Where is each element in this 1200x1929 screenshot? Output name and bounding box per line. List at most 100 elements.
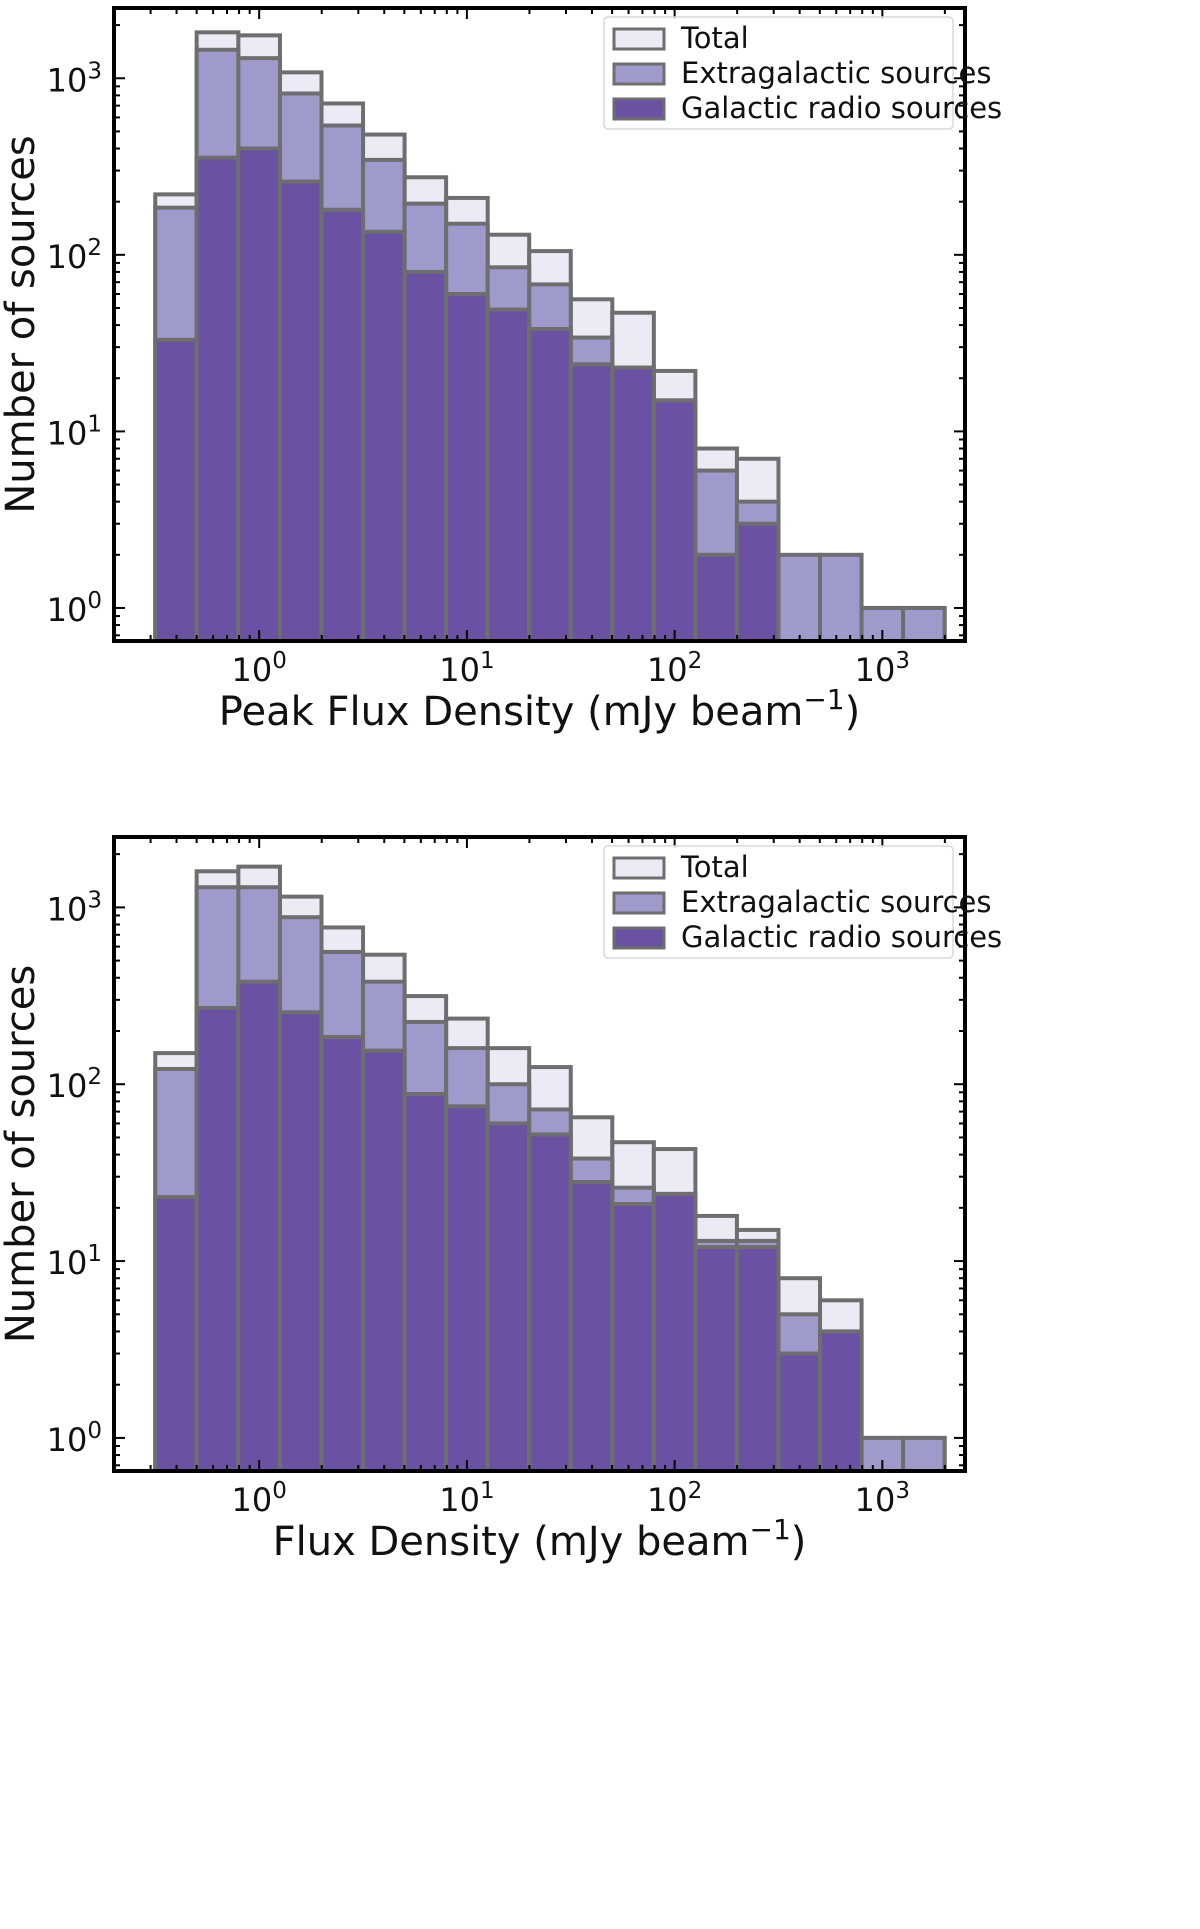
tick-base: 10 bbox=[232, 651, 273, 689]
x-tick-label: 101 bbox=[439, 1478, 494, 1519]
histogram-bar bbox=[277, 1010, 324, 1473]
legend-swatch bbox=[612, 62, 666, 86]
tick-base: 10 bbox=[47, 238, 88, 276]
y-tick-label: 101 bbox=[47, 1241, 102, 1282]
legend-label: Galactic radio sources bbox=[681, 920, 1002, 954]
tick-base: 10 bbox=[47, 1244, 88, 1282]
x-tick-label: 101 bbox=[439, 648, 494, 689]
y-tick-label: 103 bbox=[47, 58, 102, 99]
tick-base: 10 bbox=[47, 414, 88, 452]
series-galactic-radio-sources bbox=[153, 979, 864, 1474]
histogram-bar bbox=[485, 1121, 532, 1473]
y-axis-label: Number of sources bbox=[0, 135, 44, 513]
histogram-bar bbox=[236, 979, 282, 1473]
histogram-bar bbox=[153, 337, 199, 643]
histogram-bar bbox=[901, 605, 947, 644]
legend-swatch bbox=[612, 891, 666, 915]
tick-exponent: 3 bbox=[895, 1478, 910, 1504]
histogram-bar bbox=[485, 307, 532, 643]
histogram-bar bbox=[402, 269, 449, 643]
tick-exponent: 2 bbox=[87, 1064, 102, 1090]
histogram-bar bbox=[776, 1351, 823, 1474]
x-axis-label-unit-exponent: −1 bbox=[750, 1513, 791, 1546]
x-axis-label-unit-exponent: −1 bbox=[803, 683, 844, 716]
x-axis-label-unit: mJy beam bbox=[549, 1519, 750, 1565]
y-tick-label: 100 bbox=[47, 1418, 102, 1459]
x-tick-label: 100 bbox=[232, 648, 287, 689]
legend-box bbox=[603, 845, 954, 959]
tick-exponent: 0 bbox=[272, 1478, 287, 1504]
tick-base: 10 bbox=[47, 890, 88, 928]
tick-base: 10 bbox=[647, 651, 688, 689]
tick-base: 10 bbox=[439, 1481, 480, 1519]
x-axis-label-close: ) bbox=[791, 1519, 807, 1565]
histogram-bar bbox=[194, 1005, 241, 1473]
histogram-bar bbox=[319, 1034, 366, 1474]
tick-base: 10 bbox=[439, 651, 480, 689]
histogram-bar bbox=[776, 552, 823, 643]
tick-exponent: 3 bbox=[895, 648, 910, 674]
tick-base: 10 bbox=[47, 61, 88, 99]
histogram-bar bbox=[361, 1048, 407, 1474]
tick-base: 10 bbox=[647, 1481, 688, 1519]
y-axis-label: Number of sources bbox=[0, 965, 44, 1343]
legend-label: Extragalactic sources bbox=[681, 56, 992, 90]
legend-label: Total bbox=[680, 850, 749, 884]
tick-base: 10 bbox=[855, 1481, 896, 1519]
legend-label: Extragalactic sources bbox=[681, 885, 992, 919]
legend-box bbox=[603, 16, 954, 130]
x-tick-label: 102 bbox=[647, 1478, 702, 1519]
histogram-bar bbox=[651, 398, 698, 644]
histogram-bar bbox=[361, 229, 407, 643]
tick-exponent: 2 bbox=[688, 648, 703, 674]
tick-exponent: 1 bbox=[480, 648, 495, 674]
histogram-bar bbox=[194, 155, 241, 643]
histogram-bar bbox=[734, 1245, 781, 1473]
histogram-bar bbox=[568, 362, 615, 643]
legend-label: Total bbox=[680, 21, 749, 55]
histogram-bar bbox=[236, 146, 282, 643]
y-tick-label: 102 bbox=[47, 235, 102, 276]
x-axis-label-name: Peak Flux Density bbox=[219, 689, 575, 735]
legend-swatch bbox=[612, 856, 666, 880]
histogram-bar bbox=[818, 1329, 864, 1473]
tick-exponent: 2 bbox=[688, 1478, 703, 1504]
histogram-bar bbox=[568, 1179, 615, 1473]
y-tick-label: 103 bbox=[47, 887, 102, 928]
histogram-bar bbox=[444, 292, 490, 643]
x-axis-label-unit: mJy beam bbox=[603, 689, 804, 735]
x-axis-label: Peak Flux Density (mJy beam−1) bbox=[219, 683, 860, 735]
histogram-bar bbox=[153, 1195, 199, 1473]
legend-swatch bbox=[612, 97, 666, 121]
x-axis-label-name: Flux Density bbox=[273, 1519, 521, 1565]
histogram-bar bbox=[444, 1104, 490, 1474]
tick-exponent: 3 bbox=[87, 887, 102, 913]
histogram-bar bbox=[402, 1092, 449, 1473]
histogram-bar bbox=[651, 1191, 698, 1473]
x-axis-label-open: ( bbox=[521, 1519, 549, 1565]
histogram-bar bbox=[693, 552, 739, 643]
histogram-bar bbox=[734, 521, 781, 644]
y-tick-label: 101 bbox=[47, 411, 102, 452]
histogram-bar bbox=[693, 1245, 739, 1473]
legend-label: Galactic radio sources bbox=[681, 91, 1002, 125]
histogram-bar bbox=[319, 207, 366, 643]
histogram-bar bbox=[818, 552, 864, 643]
tick-base: 10 bbox=[47, 591, 88, 629]
tick-exponent: 0 bbox=[87, 1418, 102, 1444]
x-tick-label: 103 bbox=[855, 1478, 910, 1519]
tick-base: 10 bbox=[47, 1067, 88, 1105]
y-tick-label: 102 bbox=[47, 1064, 102, 1105]
legend-swatch bbox=[612, 27, 666, 51]
tick-exponent: 1 bbox=[87, 411, 102, 437]
tick-exponent: 0 bbox=[272, 648, 287, 674]
tick-base: 10 bbox=[855, 651, 896, 689]
x-axis-label-open: ( bbox=[574, 689, 602, 735]
y-tick-label: 100 bbox=[47, 588, 102, 629]
tick-exponent: 0 bbox=[87, 588, 102, 614]
